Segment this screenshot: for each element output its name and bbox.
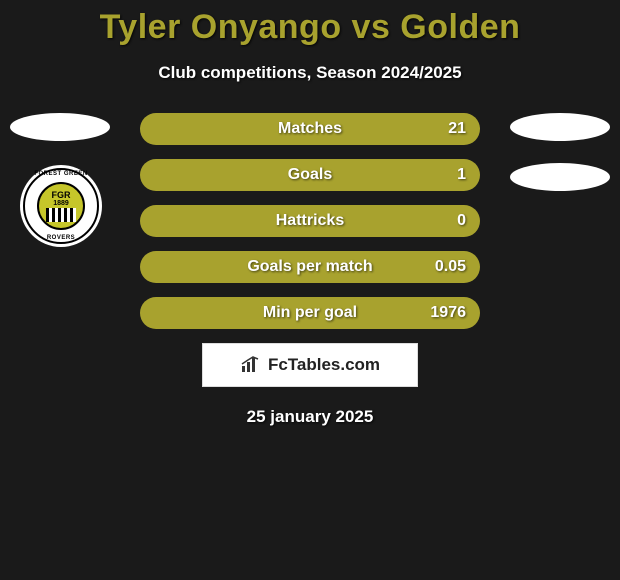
- stat-label: Goals per match: [140, 258, 480, 276]
- footer-logo-text: FcTables.com: [268, 355, 380, 375]
- stats-area: FOREST GREEN ROVERS FGR 1889 Matches 21 …: [0, 113, 620, 427]
- crest-center-text: FGR: [52, 191, 71, 200]
- stat-value: 0.05: [435, 258, 466, 276]
- club-right-placeholder: [510, 163, 610, 191]
- stat-row-goals-per-match: Goals per match 0.05: [140, 251, 480, 283]
- stat-label: Hattricks: [140, 212, 480, 230]
- crest-stripes-icon: [46, 208, 76, 222]
- page-subtitle: Club competitions, Season 2024/2025: [0, 63, 620, 83]
- stat-value: 0: [457, 212, 466, 230]
- stat-row-matches: Matches 21: [140, 113, 480, 145]
- bar-chart-icon: [240, 356, 262, 374]
- crest-bottom-text: ROVERS: [20, 235, 102, 241]
- stat-row-hattricks: Hattricks 0: [140, 205, 480, 237]
- stat-label: Matches: [140, 120, 480, 138]
- page-title: Tyler Onyango vs Golden: [0, 0, 620, 47]
- stat-value: 1976: [430, 304, 466, 322]
- stat-row-min-per-goal: Min per goal 1976: [140, 297, 480, 329]
- stat-row-goals: Goals 1: [140, 159, 480, 191]
- stat-rows: Matches 21 Goals 1 Hattricks 0 Goals per…: [140, 113, 480, 329]
- crest-top-text: FOREST GREEN: [20, 171, 102, 177]
- stat-label: Min per goal: [140, 304, 480, 322]
- footer-logo: FcTables.com: [202, 343, 418, 387]
- crest-year-text: 1889: [53, 200, 69, 207]
- stat-label: Goals: [140, 166, 480, 184]
- player-left-placeholder: [10, 113, 110, 141]
- footer-date: 25 january 2025: [0, 407, 620, 427]
- club-left-badge: FOREST GREEN ROVERS FGR 1889: [20, 165, 102, 247]
- player-right-placeholder: [510, 113, 610, 141]
- club-crest-icon: FOREST GREEN ROVERS FGR 1889: [20, 165, 102, 247]
- stat-value: 1: [457, 166, 466, 184]
- stat-value: 21: [448, 120, 466, 138]
